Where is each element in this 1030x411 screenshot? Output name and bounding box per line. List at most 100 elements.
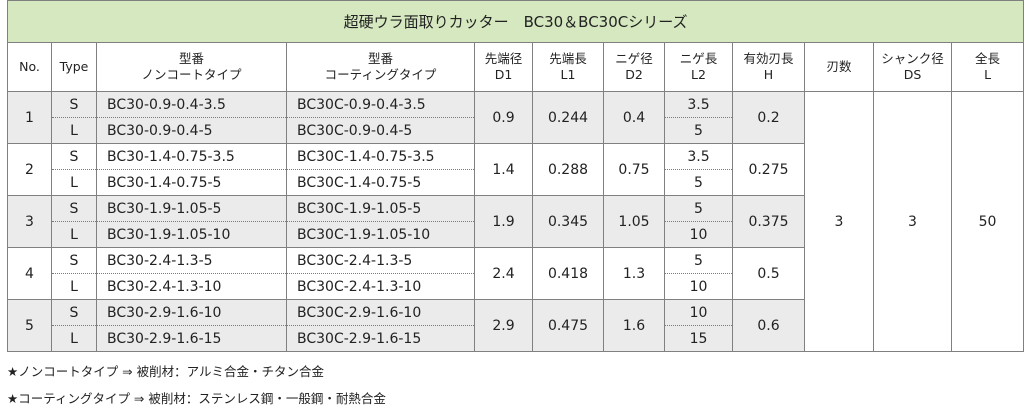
cell-coat-part: BC30C-2.4-1.3-5 <box>286 247 475 274</box>
header-flutes: 刃数 <box>804 42 874 92</box>
cell-no: 3 <box>7 195 52 248</box>
cell-no: 1 <box>7 91 52 144</box>
cell-noncoat-part: BC30-2.9-1.6-10 <box>96 299 287 326</box>
header-coat-line2: コーティングタイプ <box>324 67 437 82</box>
header-no: No. <box>7 42 52 92</box>
cell-l1: 0.475 <box>532 299 604 352</box>
cell-coat-part: BC30C-0.9-0.4-5 <box>286 117 475 144</box>
header-coat: 型番 コーティングタイプ <box>286 42 475 92</box>
header-ds-line2: DS <box>903 67 922 82</box>
cell-noncoat-part: BC30-0.9-0.4-3.5 <box>96 91 287 118</box>
cell-coat-part: BC30C-2.4-1.3-10 <box>286 273 475 300</box>
cell-type: L <box>51 169 97 196</box>
cell-noncoat-part: BC30-1.9-1.05-5 <box>96 195 287 222</box>
cell-noncoat-part: BC30-1.4-0.75-3.5 <box>96 143 287 170</box>
table-title: 超硬ウラ面取りカッター BC30＆BC30Cシリーズ <box>6 0 1025 43</box>
header-type: Type <box>51 42 97 92</box>
cell-noncoat-part: BC30-1.9-1.05-10 <box>96 221 287 248</box>
table-row: 5 S BC30-2.9-1.6-10 BC30C-2.9-1.6-10 2.9… <box>7 299 1024 352</box>
header-noncoat: 型番 ノンコートタイプ <box>96 42 287 92</box>
cell-coat-part: BC30C-1.4-0.75-5 <box>286 169 475 196</box>
table-row: 4 S BC30-2.4-1.3-5 BC30C-2.4-1.3-5 2.4 0… <box>7 247 1024 300</box>
cell-l2: 10 <box>664 299 733 326</box>
header-l1-line2: L1 <box>560 67 576 82</box>
cell-l2: 5 <box>664 247 733 274</box>
header-h-line2: H <box>763 67 774 82</box>
cell-type: S <box>51 247 97 274</box>
cell-l1: 0.244 <box>532 91 604 144</box>
header-l2-line2: L2 <box>691 67 706 82</box>
header-d2: ニゲ径 D2 <box>603 42 665 92</box>
cell-d2: 1.6 <box>603 299 665 352</box>
cell-d2: 1.05 <box>603 195 665 248</box>
cell-h: 0.2 <box>732 91 805 144</box>
header-l: 全長 L <box>950 42 1025 92</box>
cell-coat-part: BC30C-1.9-1.05-10 <box>286 221 475 248</box>
cell-no: 2 <box>7 143 52 196</box>
cell-flutes: 3 <box>804 91 874 352</box>
cell-l2: 3.5 <box>664 143 733 170</box>
header-d2-line1: ニゲ径 <box>615 51 653 66</box>
cell-type: S <box>51 91 97 118</box>
cell-coat-part: BC30C-0.9-0.4-3.5 <box>286 91 475 118</box>
cell-noncoat-part: BC30-2.9-1.6-15 <box>96 325 287 352</box>
cell-d1: 2.4 <box>474 247 533 300</box>
cell-d2: 1.3 <box>603 247 665 300</box>
cell-type: L <box>51 273 97 300</box>
cell-coat-part: BC30C-2.9-1.6-15 <box>286 325 475 352</box>
cell-d1: 0.9 <box>474 91 533 144</box>
header-ds: シャンク径 DS <box>873 42 952 92</box>
cell-type: L <box>51 117 97 144</box>
header-l-line1: 全長 <box>975 51 1001 66</box>
cell-coat-part: BC30C-2.9-1.6-10 <box>286 299 475 326</box>
cell-noncoat-part: BC30-1.4-0.75-5 <box>96 169 287 196</box>
cell-d1: 1.4 <box>474 143 533 196</box>
cell-no: 5 <box>7 299 52 352</box>
cell-l2: 5 <box>664 195 733 222</box>
header-d2-line2: D2 <box>625 67 643 82</box>
note-coat: ★コーティングタイプ ⇒ 被削材：ステンレス鋼・一般鋼・耐熱合金 <box>7 391 386 406</box>
header-row: No. Type 型番 ノンコートタイプ 型番 コーティングタイプ 先端径 D1 先端… <box>7 42 1025 92</box>
cell-noncoat-part: BC30-0.9-0.4-5 <box>96 117 287 144</box>
cell-d1: 1.9 <box>474 195 533 248</box>
header-d1-line1: 先端径 <box>484 51 523 66</box>
cell-l1: 0.418 <box>532 247 604 300</box>
table-row: 1 S BC30-0.9-0.4-3.5 BC30C-0.9-0.4-3.5 0… <box>7 91 1025 352</box>
header-h-line1: 有効刃長 <box>743 51 794 66</box>
cell-h: 0.275 <box>732 143 805 196</box>
cell-noncoat-part: BC30-2.4-1.3-10 <box>96 273 287 300</box>
cell-l2: 10 <box>664 273 733 300</box>
cell-type: S <box>51 195 97 222</box>
cell-h: 0.5 <box>732 247 805 300</box>
header-l2: ニゲ長 L2 <box>664 42 733 92</box>
table-row: L BC30-2.4-1.3-10 BC30C-2.4-1.3-10 10 <box>8 273 1024 300</box>
header-l1: 先端長 L1 <box>532 42 604 92</box>
header-ds-line1: シャンク径 <box>881 51 944 66</box>
header-d1: 先端径 D1 <box>474 42 533 92</box>
spec-table-container: 超硬ウラ面取りカッター BC30＆BC30Cシリーズ No. Type 型番 ノン… <box>6 0 1025 352</box>
cell-l1: 0.345 <box>532 195 604 248</box>
cell-l2: 3.5 <box>664 91 733 118</box>
cell-type: L <box>51 221 97 248</box>
cell-l2: 10 <box>664 221 733 248</box>
note-noncoat: ★ノンコートタイプ ⇒ 被削材：アルミ合金・チタン合金 <box>7 364 325 379</box>
cell-ds: 3 <box>873 91 952 352</box>
table-row: L BC30-1.9-1.05-10 BC30C-1.9-1.05-10 10 <box>8 221 1024 248</box>
cell-l2: 15 <box>664 325 733 352</box>
cell-coat-part: BC30C-1.9-1.05-5 <box>286 195 475 222</box>
spec-table: 超硬ウラ面取りカッター BC30＆BC30Cシリーズ No. Type 型番 ノン… <box>6 0 1025 352</box>
header-noncoat-line2: ノンコートタイプ <box>141 67 242 82</box>
cell-d2: 0.4 <box>603 91 665 144</box>
header-noncoat-line1: 型番 <box>178 51 204 66</box>
table-row: L BC30-2.9-1.6-15 BC30C-2.9-1.6-15 15 <box>8 325 1024 352</box>
cell-noncoat-part: BC30-2.4-1.3-5 <box>96 247 287 274</box>
cell-h: 0.6 <box>732 299 805 352</box>
table-row: 2 S BC30-1.4-0.75-3.5 BC30C-1.4-0.75-3.5… <box>7 143 1024 196</box>
cell-l2: 5 <box>664 169 733 196</box>
cell-d1: 2.9 <box>474 299 533 352</box>
header-l1-line1: 先端長 <box>549 51 587 66</box>
cell-l2: 5 <box>664 117 733 144</box>
cell-l1: 0.288 <box>532 143 604 196</box>
cell-h: 0.375 <box>732 195 805 248</box>
cell-l: 50 <box>950 91 1025 352</box>
